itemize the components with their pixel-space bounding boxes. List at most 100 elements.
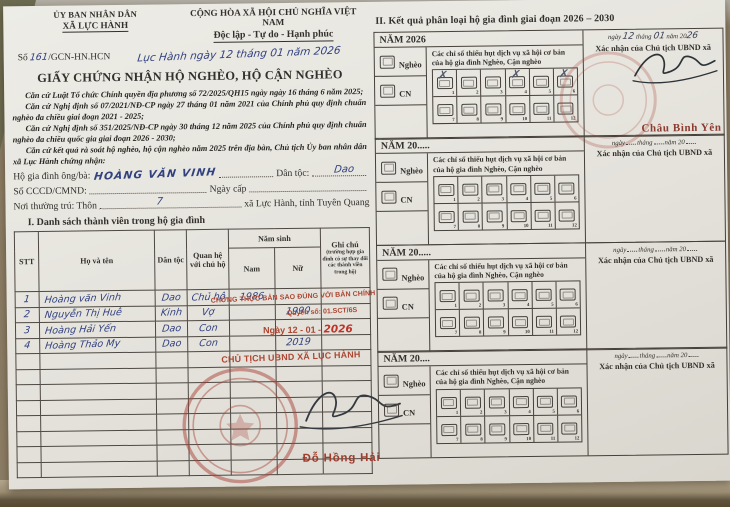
handwritten-ethnic: Dao: [333, 164, 355, 176]
poor-label: Nghèo: [401, 273, 425, 283]
member-cell-name: Hoàng Thảo My: [39, 336, 156, 354]
issuer-line2: XÃ LỰC HÀNH: [62, 19, 129, 33]
indicator-6: 6: [556, 282, 579, 308]
indicator-8: 8: [459, 309, 485, 336]
indicator-7: 7: [434, 203, 460, 230]
document-number: Số 161/GCN-HN.HCN: [17, 51, 111, 64]
indicator-5: 5: [533, 388, 558, 415]
indicator-12: 12: [555, 202, 578, 228]
indicator-8: 8: [458, 203, 484, 230]
handwritten-entry: 2: [23, 309, 32, 321]
col-header-male: Nam: [228, 247, 276, 290]
indicators-area: Các chỉ số thiếu hụt dịch vụ xã hội cơ b…: [428, 152, 585, 245]
col-header-female: Nữ: [274, 247, 322, 289]
indicator-2: 2: [458, 176, 483, 203]
residence-label: Nơi thường trú: Thôn: [13, 200, 97, 213]
member-cell-stt: [15, 353, 41, 370]
indicator-5: 5: [532, 281, 557, 309]
status-column: Nghèo CN: [375, 153, 430, 246]
indicator-5: 5: [529, 68, 555, 96]
confirmation-cell: ngày tháng năm 20 Xác nhận của Chủ tịch UBN…: [585, 241, 727, 350]
official-seal-icon: [559, 51, 657, 149]
chairman-signature-icon: [632, 53, 718, 84]
confirm-date-line: ngày tháng năm 20: [588, 137, 721, 148]
member-cell-stt: [16, 431, 41, 448]
confirmation-cell: ngày tháng năm 20 Xác nhận của Chủ tịch UBN…: [583, 135, 725, 243]
indicator-checkbox-icon: [509, 103, 526, 116]
indicator-checkbox-icon: [438, 210, 455, 223]
handwritten-entry: Hoàng Thảo My: [44, 338, 121, 353]
indicator-1: 1: [435, 282, 460, 310]
member-cell-name: [40, 429, 157, 447]
handwritten-x-mark: ✗: [509, 66, 522, 83]
indicator-checkbox-icon: [487, 289, 504, 302]
col-header-stt: STT: [14, 231, 40, 293]
indicator-checkbox-icon: [561, 394, 578, 408]
member-cell-stt: [16, 384, 41, 401]
member-cell-stt: [16, 400, 41, 417]
col-header-birth-year: Năm sinh: [228, 228, 321, 249]
indicator-checkbox-icon: [487, 316, 504, 329]
section2-title: II. Kết quả phân loại hộ gia đình giai đ…: [375, 12, 615, 27]
indicator-3: 3: [485, 388, 510, 416]
handwritten-household-name: HOÀNG VĂN VINH: [93, 166, 218, 184]
notary-signer-name: Đỗ Hồng Hải: [302, 451, 381, 465]
indicator-12: 12: [558, 415, 581, 441]
indicator-checkbox-icon: [510, 209, 527, 222]
handwritten-year-red: 2026: [323, 323, 353, 336]
poor-checkbox-icon: [379, 55, 395, 69]
member-cell-ethnic: Dao: [155, 336, 188, 353]
indicator-10: 10: [509, 415, 535, 442]
indicator-checkbox-icon: [440, 396, 457, 409]
indicator-grid: 1 2 3 4 5 6 7 8 9 10 11 12: [434, 280, 582, 338]
poor-checkbox-icon: [381, 161, 397, 175]
indicator-4: 4: [509, 388, 534, 415]
indicators-area: Các chỉ số thiếu hụt dịch vụ xã hội cơ b…: [431, 365, 588, 458]
handwritten-entry: 4: [23, 340, 32, 352]
indicator-checkbox-icon: [436, 104, 454, 117]
dotted-blank: [625, 138, 637, 146]
chairman-signature-icon: [299, 391, 403, 430]
handwritten-entry: Nguyễn Thị Huê: [44, 307, 123, 322]
col-header-ethnic: Dân tộc: [154, 229, 188, 291]
indicator-11: 11: [531, 202, 556, 229]
indicator-9: 9: [481, 96, 507, 123]
section1-title: I. Danh sách thành viên trong hộ gia đìn…: [27, 215, 206, 229]
chairman-signer-name: Châu Bình Yên: [641, 121, 722, 135]
indicator-checkbox-icon: [439, 317, 456, 330]
member-cell-ethnic: Dao: [155, 289, 188, 306]
indicator-2: 2: [460, 389, 486, 416]
member-cell-stt: [17, 462, 42, 479]
indicator-checkbox-icon: [533, 76, 550, 89]
indicator-checkbox-icon: [461, 103, 478, 117]
certificate-title: GIẤY CHỨNG NHẬN HỘ NGHÈO, HỘ CẬN NGHÈO: [37, 67, 343, 86]
indicator-checkbox-icon: [511, 289, 528, 302]
dotted-blank: [627, 244, 638, 252]
indicator-1: 1 ✗: [432, 68, 458, 97]
near-poor-row: CN: [374, 76, 427, 106]
official-seal-icon: [182, 367, 298, 484]
member-cell-stt: [16, 369, 41, 386]
indicator-10: 10: [505, 96, 531, 123]
indicator-4: 4: [508, 282, 533, 309]
indicator-4: 4 ✗: [505, 66, 530, 96]
handwritten-entry: Hoàng Hải Yến: [44, 323, 117, 337]
motto-line1: CỘNG HÒA XÃ HỘI CHỦ NGHĨA VIỆT NAM: [189, 6, 357, 28]
member-cell-note: [321, 365, 372, 382]
indicator-2: 2: [457, 69, 482, 97]
member-cell-stt: 2: [15, 307, 40, 324]
status-column: Nghèo CN: [377, 260, 431, 352]
near-poor-label: CN: [401, 302, 414, 312]
handwritten-entry: Kinh: [160, 307, 183, 320]
poor-label: Nghèo: [400, 166, 423, 176]
indicator-checkbox-icon: [536, 315, 553, 329]
near-poor-checkbox-icon: [383, 403, 400, 417]
year-block-2: NĂM 20..... Nghèo CN Các chỉ số thiếu hụt d…: [374, 134, 727, 247]
ethnic-label: Dân tộc:: [276, 167, 310, 180]
indicator-checkbox-icon: [535, 288, 552, 302]
indicator-checkbox-icon: [464, 396, 481, 409]
indicator-checkbox-icon: [511, 316, 529, 329]
member-cell-name: Hoàng Hải Yến: [39, 321, 156, 339]
issuing-authority: ỦY BAN NHÂN DÂN XÃ LỰC HÀNH: [11, 8, 179, 43]
dotted-blank: [653, 137, 664, 145]
